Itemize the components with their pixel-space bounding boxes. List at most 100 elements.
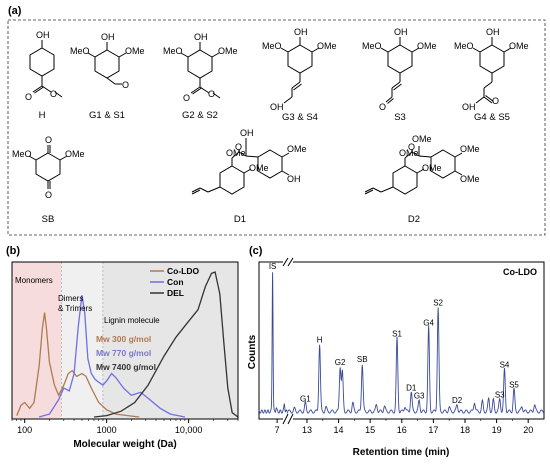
x-tick-label: 100 [17, 425, 32, 435]
peak-label: S1 [392, 330, 402, 339]
structures-frame [7, 19, 546, 236]
panel-a-structures: (a) [7, 5, 546, 236]
atom-label: O [379, 102, 386, 112]
x-axis-label: Retention time (min) [353, 447, 450, 458]
structure-label-s3: S3 [394, 112, 406, 123]
atom-label: OH [486, 27, 500, 37]
x-tick-label: 17 [428, 425, 438, 435]
series-line-del [93, 271, 239, 418]
x-tick-label: 13 [302, 425, 312, 435]
atom-label: O [45, 190, 52, 200]
structure-sb [28, 145, 68, 189]
atom-label: MeO [12, 149, 32, 159]
structure-label-h: H [39, 110, 46, 121]
atom-label: OH [462, 102, 476, 112]
x-tick-label: 14 [334, 425, 344, 435]
atom-label: OH [394, 27, 408, 37]
atom-label: OH [294, 27, 308, 37]
atom-label: OMe [65, 149, 85, 159]
atom-label: O [25, 92, 32, 102]
atom-label: OMe [460, 144, 480, 154]
x-tick-label: 20 [523, 425, 533, 435]
atom-label: OMe [412, 134, 432, 144]
peak-label: S4 [500, 361, 510, 370]
atom-label: OH [270, 102, 284, 112]
gpc-chart: (b) 100 1000 10,000 Monomers Dimers & Trim… [6, 245, 239, 450]
chart-title: Co-LDO [503, 267, 537, 277]
y-axis-label: Counts [247, 334, 258, 369]
atom-label: O [408, 142, 415, 152]
x-axis-label: Molecular weight (Da) [73, 439, 176, 450]
peak-label: D1 [406, 383, 417, 392]
peak-label: S3 [495, 390, 505, 399]
plot-frame [11, 261, 239, 420]
atom-label: OH [101, 32, 115, 42]
atom-label: OH [240, 128, 254, 138]
atom-label: O [183, 93, 190, 103]
structure-label-g2s2: G2 & S2 [182, 110, 218, 121]
peak-label: IS [269, 262, 277, 271]
x-tick-label: 16 [397, 425, 407, 435]
x-tick-label: 15 [365, 425, 375, 435]
legend-label-del: DEL [167, 288, 184, 298]
region-band [61, 262, 103, 419]
region-label-lignin: Lignin molecule [104, 316, 160, 325]
legend-label-colldo: Co-LDO [167, 266, 199, 276]
panel-a-label: (a) [8, 5, 22, 17]
panel-c-label: (c) [249, 245, 263, 257]
atom-label: OH [36, 30, 50, 40]
atom-label: MeO [454, 41, 474, 51]
atom-label: OMe [417, 41, 437, 51]
structure-label-sb: SB [42, 214, 55, 225]
atom-label: MeO [262, 41, 282, 51]
atom-label: OMe [399, 148, 419, 158]
atom-label: MeO [70, 46, 90, 56]
atom-label: OMe [460, 174, 480, 184]
peak-label: G3 [414, 392, 425, 401]
atom-label: O [50, 89, 57, 99]
region-label-dimers: Dimers [58, 294, 83, 303]
atom-label: OMe [226, 148, 246, 158]
atom-label: MeO [163, 46, 183, 56]
structure-label-g1s1: G1 & S1 [89, 110, 125, 121]
chromatogram-trace [258, 272, 289, 414]
x-tick-label: 7 [275, 425, 280, 435]
x-tick-label: 10,000 [175, 425, 203, 435]
atom-label: OMe [422, 163, 442, 173]
structure-g3s4 [280, 37, 320, 104]
atom-label: OMe [249, 163, 269, 173]
structure-label-g3s4: G3 & S4 [282, 112, 318, 123]
peak-label: G1 [300, 395, 311, 404]
atom-label: OH [194, 32, 208, 42]
atom-label: OMe [509, 41, 529, 51]
mw-annotation-del: Mw 7400 g/mol [96, 362, 156, 372]
peak-label: SB [357, 355, 368, 364]
structure-d2 [364, 146, 463, 195]
structure-d1 [191, 138, 290, 195]
peak-label: D2 [452, 396, 463, 405]
chromatogram-trace [287, 307, 545, 414]
peak-label: S5 [509, 380, 519, 389]
structure-g2s2 [180, 42, 221, 99]
x-tick-label: 1000 [97, 425, 117, 435]
atom-label: OMe [287, 144, 307, 154]
atom-label: O [45, 135, 52, 145]
peak-label: S2 [433, 299, 443, 308]
atom-label: O [492, 96, 499, 106]
atom-label: MeO [362, 41, 382, 51]
atom-label: OMe [218, 46, 238, 56]
region-band [102, 262, 239, 419]
atom-label: O [208, 89, 215, 99]
axis-break-marker [282, 257, 294, 425]
structure-s3 [380, 37, 420, 104]
legend-label-con: Con [167, 277, 184, 287]
region-label-trimers: & Trimers [58, 304, 92, 313]
atom-label: OH [287, 174, 301, 184]
structure-g4s5 [472, 37, 512, 104]
structure-label-d2: D2 [408, 214, 420, 225]
structure-h [29, 40, 63, 98]
x-tick-label: 19 [492, 425, 502, 435]
series-line-coldo [16, 312, 140, 418]
atom-label: O [122, 80, 129, 90]
